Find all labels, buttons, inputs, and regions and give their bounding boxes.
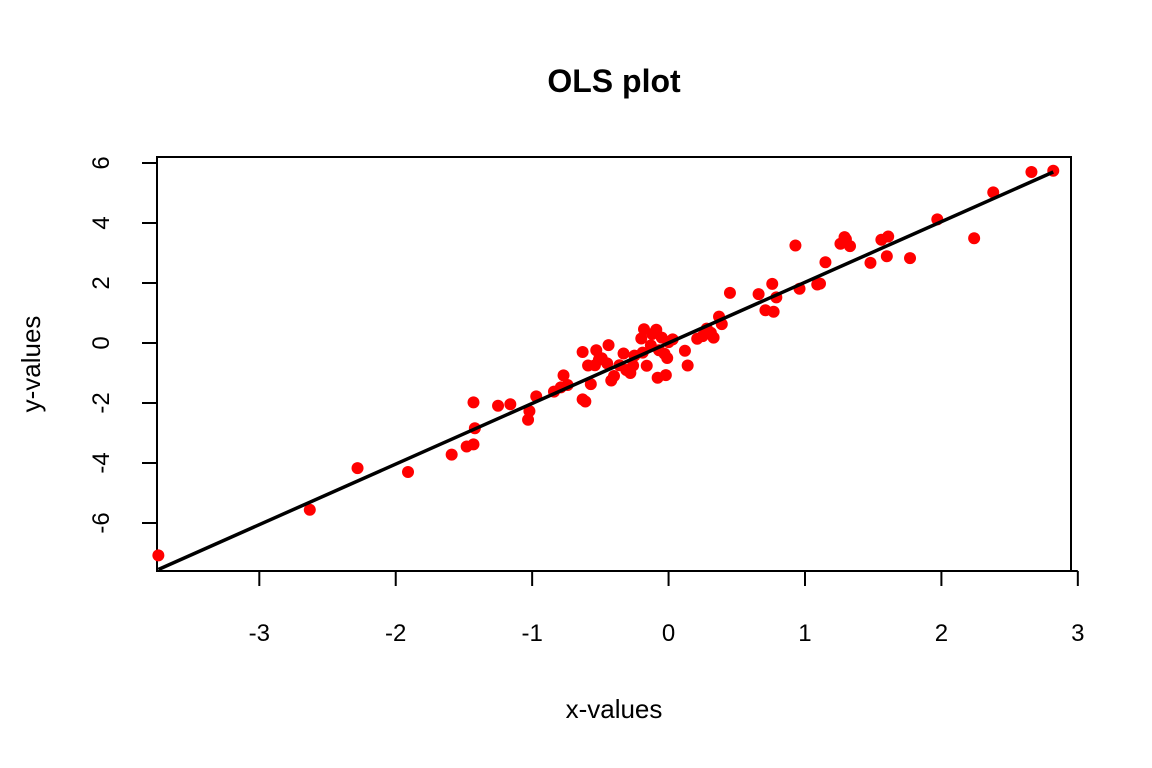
data-point [882, 230, 895, 243]
y-tick-label: -4 [88, 452, 115, 473]
data-point [504, 398, 517, 411]
data-point [813, 277, 826, 290]
data-point [617, 347, 630, 360]
y-tick-label: 4 [88, 216, 115, 229]
data-point [904, 252, 917, 265]
data-point [576, 346, 589, 358]
data-point [601, 357, 614, 370]
data-point [492, 399, 505, 412]
data-point [766, 277, 779, 290]
data-point [661, 352, 674, 364]
x-tick-label: 3 [1071, 620, 1084, 647]
data-point [523, 405, 536, 418]
data-point [584, 378, 597, 391]
data-point [659, 369, 672, 382]
data-point [1025, 166, 1038, 178]
data-point [627, 359, 640, 372]
x-tick-label: 2 [935, 620, 948, 647]
data-point [557, 369, 570, 382]
data-point [602, 339, 615, 352]
data-points [152, 164, 1060, 562]
data-point [819, 256, 832, 269]
chart-title: OLS plot [547, 63, 681, 99]
x-axis-label: x-values [566, 694, 663, 724]
data-point [445, 448, 458, 461]
x-tick-label: -2 [385, 620, 406, 647]
data-point [752, 288, 765, 301]
y-axis-label: y-values [16, 316, 46, 413]
data-point [789, 239, 802, 252]
x-tick-label: -1 [521, 620, 542, 647]
data-point [880, 250, 893, 263]
data-point [402, 466, 415, 478]
data-point [968, 232, 981, 245]
x-tick-label: 0 [662, 620, 675, 647]
y-tick-label: 6 [88, 156, 115, 169]
regression-line [157, 170, 1054, 572]
y-tick-label: 2 [88, 276, 115, 289]
data-point [864, 256, 877, 269]
data-point [579, 395, 592, 408]
x-tick-label: -3 [249, 620, 270, 647]
regression-line-group [157, 170, 1054, 572]
data-point [152, 549, 165, 562]
data-point [467, 438, 480, 451]
data-point [767, 305, 780, 318]
data-point [707, 331, 720, 344]
y-tick-label: -2 [88, 392, 115, 413]
data-point [635, 332, 648, 345]
x-axis: -3 -2 -1 0 1 2 3 [249, 570, 1085, 647]
data-point [467, 396, 480, 409]
data-point [351, 462, 364, 475]
data-point [987, 186, 1000, 199]
y-axis: -6 -4 -2 0 2 4 6 [88, 156, 158, 534]
data-point [678, 344, 691, 357]
data-point [844, 240, 857, 253]
x-tick-label: 1 [798, 620, 811, 647]
data-point [608, 370, 620, 382]
data-point [681, 359, 694, 372]
data-point [723, 286, 736, 299]
data-point [640, 359, 653, 372]
y-tick-label: 0 [88, 336, 115, 349]
data-point [303, 503, 316, 516]
y-tick-label: -6 [88, 512, 115, 533]
